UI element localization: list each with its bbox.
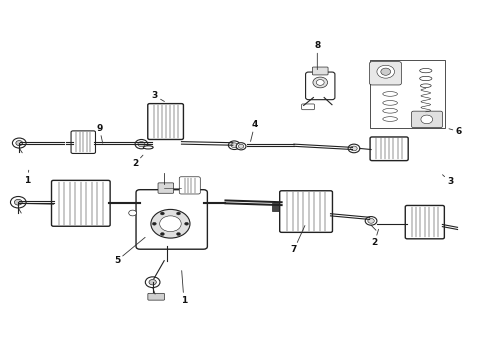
FancyBboxPatch shape	[71, 131, 96, 153]
FancyBboxPatch shape	[179, 177, 200, 194]
Circle shape	[16, 140, 23, 145]
FancyBboxPatch shape	[148, 293, 165, 300]
Circle shape	[146, 277, 160, 288]
FancyBboxPatch shape	[412, 111, 442, 128]
Ellipse shape	[383, 100, 397, 105]
Circle shape	[176, 233, 180, 235]
FancyBboxPatch shape	[51, 180, 110, 226]
Text: 6: 6	[449, 127, 462, 136]
Circle shape	[14, 199, 22, 205]
Circle shape	[160, 216, 181, 231]
Circle shape	[149, 279, 156, 285]
Circle shape	[381, 68, 391, 75]
Circle shape	[129, 210, 137, 216]
FancyBboxPatch shape	[370, 137, 408, 161]
Circle shape	[10, 197, 26, 208]
Circle shape	[160, 233, 164, 235]
Text: 4: 4	[250, 120, 258, 141]
Ellipse shape	[419, 68, 432, 73]
Circle shape	[313, 77, 328, 88]
Ellipse shape	[383, 108, 397, 113]
Circle shape	[228, 141, 240, 149]
Ellipse shape	[383, 91, 397, 96]
Circle shape	[12, 138, 26, 148]
Text: 3: 3	[442, 175, 453, 186]
Text: 1: 1	[181, 271, 187, 305]
Circle shape	[176, 212, 180, 215]
FancyBboxPatch shape	[313, 67, 328, 75]
Circle shape	[365, 217, 377, 225]
Text: 9: 9	[96, 123, 103, 143]
Text: 7: 7	[291, 226, 305, 255]
Circle shape	[368, 219, 374, 223]
Circle shape	[152, 222, 156, 225]
FancyBboxPatch shape	[158, 183, 173, 193]
FancyBboxPatch shape	[280, 191, 332, 232]
Ellipse shape	[419, 76, 432, 81]
FancyBboxPatch shape	[306, 72, 335, 100]
Circle shape	[351, 146, 357, 151]
Text: 2: 2	[132, 155, 143, 168]
Text: 3: 3	[151, 91, 165, 102]
FancyBboxPatch shape	[302, 104, 315, 110]
Circle shape	[377, 65, 394, 78]
FancyBboxPatch shape	[369, 62, 401, 85]
Text: 5: 5	[114, 237, 145, 265]
Circle shape	[185, 222, 189, 225]
Circle shape	[239, 144, 244, 148]
Circle shape	[421, 115, 433, 124]
FancyBboxPatch shape	[136, 190, 207, 249]
Text: 1: 1	[24, 170, 31, 185]
Circle shape	[151, 210, 190, 238]
Ellipse shape	[144, 146, 153, 149]
Circle shape	[348, 144, 360, 153]
Ellipse shape	[383, 117, 397, 121]
Bar	[272, 203, 311, 211]
Circle shape	[160, 212, 164, 215]
FancyBboxPatch shape	[405, 206, 444, 239]
Text: 2: 2	[371, 229, 379, 247]
FancyBboxPatch shape	[148, 104, 183, 139]
Circle shape	[231, 143, 238, 148]
Ellipse shape	[420, 84, 431, 87]
Circle shape	[236, 143, 246, 150]
Circle shape	[135, 139, 148, 149]
Bar	[369, 60, 445, 128]
Circle shape	[138, 141, 145, 147]
Text: 8: 8	[314, 41, 320, 69]
Circle shape	[317, 80, 324, 85]
